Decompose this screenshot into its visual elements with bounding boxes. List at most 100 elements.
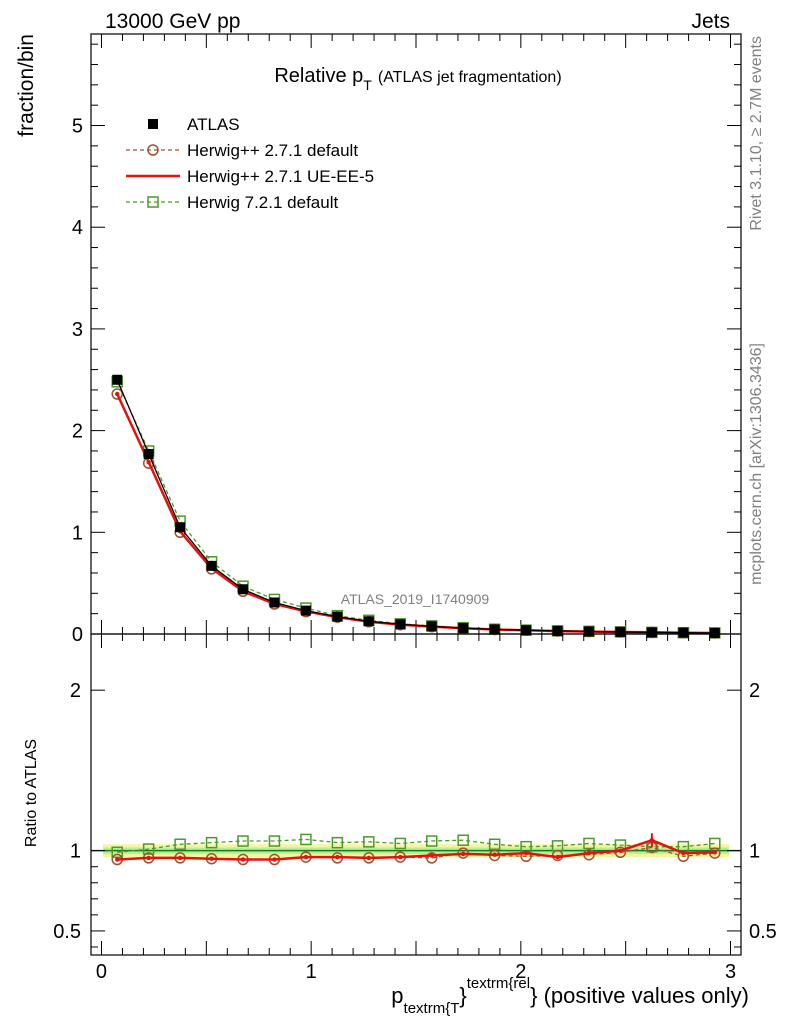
ratio-herwig7-point bbox=[488, 838, 501, 851]
legend-marker-3 bbox=[147, 196, 159, 208]
ratio-herwigpp-ueee5-point bbox=[272, 857, 277, 862]
main-atlas-point bbox=[300, 605, 311, 616]
ratio-herwigpp-ueee5-point bbox=[335, 854, 340, 860]
xlabel: ptextrm{T}textrm{rel} (positive values o… bbox=[391, 975, 749, 1017]
main-ytick-label: 0 bbox=[72, 624, 83, 646]
ratio-herwig7-point bbox=[583, 837, 595, 850]
main-atlas-point bbox=[615, 626, 626, 637]
main-atlas-point bbox=[395, 619, 406, 630]
ratio-herwig7-point bbox=[331, 836, 344, 849]
chart-title: Relative pT (ATLAS jet fragmentation) bbox=[274, 65, 561, 93]
ratio-frame bbox=[90, 633, 742, 956]
main-atlas-point bbox=[489, 624, 500, 635]
ratio-herwig7-point bbox=[174, 838, 186, 851]
ratio-herwigpp-ueee5-point bbox=[398, 854, 403, 860]
ratio-herwigpp-ueee5-point bbox=[240, 857, 246, 862]
legend-label-1: Herwig++ 2.7.1 default bbox=[187, 141, 358, 160]
ratio-herwigpp-ueee5-point bbox=[492, 852, 497, 857]
rivet-version-text: Rivet 3.1.10, ≥ 2.7M events bbox=[748, 36, 765, 231]
ratio-herwig7-point bbox=[111, 846, 123, 859]
ratio-herwigpp-ueee5-line bbox=[117, 838, 715, 861]
ratio-herwig7-point bbox=[457, 834, 469, 846]
main-atlas-point bbox=[678, 627, 689, 638]
xlabel-close: } bbox=[459, 983, 466, 1008]
header-right: Jets bbox=[691, 10, 730, 33]
title-paren: (ATLAS jet fragmentation) bbox=[378, 69, 562, 86]
main-herwigpp-default-point bbox=[111, 388, 123, 400]
main-atlas-point bbox=[332, 611, 343, 622]
xtick-label: 3 bbox=[725, 961, 736, 983]
main-panel: 0 1 2 3 4 5 bbox=[72, 33, 742, 646]
ratio-herwigpp-ueee5-point bbox=[177, 855, 183, 861]
main-atlas-point bbox=[363, 616, 374, 627]
main-atlas-point bbox=[175, 522, 186, 533]
xtick-label: 2 bbox=[515, 961, 526, 983]
main-ytick-label: 4 bbox=[72, 217, 83, 239]
title-sub: T bbox=[363, 77, 372, 93]
main-atlas-point bbox=[458, 623, 469, 634]
ratio-herwigpp-ueee5-point bbox=[146, 855, 151, 861]
ratio-herwigpp-ueee5-point bbox=[586, 850, 592, 856]
ratio-herwig7-point bbox=[142, 843, 155, 855]
ratio-herwig7-point bbox=[268, 835, 281, 847]
main-atlas-point bbox=[521, 625, 532, 636]
ratio-herwigpp-ueee5-point bbox=[618, 848, 623, 853]
main-atlas-point bbox=[426, 621, 437, 632]
title-main: Relative p bbox=[274, 65, 363, 87]
ratio-herwig7-point bbox=[205, 836, 218, 849]
ratio-herwigpp-default-point bbox=[425, 852, 438, 864]
xtick-label: 0 bbox=[96, 961, 107, 983]
ratio-herwigpp-ueee5-point bbox=[429, 853, 434, 858]
legend-marker-0 bbox=[148, 119, 158, 129]
main-atlas-point bbox=[552, 625, 563, 636]
xlabel-main: p bbox=[391, 983, 403, 1008]
main-atlas-point bbox=[112, 374, 123, 385]
ratio-herwig7-point bbox=[237, 835, 249, 847]
ratio-herwigpp-ueee5-point bbox=[681, 850, 686, 856]
ratio-herwigpp-ueee5-point bbox=[523, 850, 529, 856]
xtick-label: 1 bbox=[306, 961, 317, 983]
main-atlas-point bbox=[238, 584, 249, 595]
main-atlas-point bbox=[646, 627, 657, 638]
ratio-ytick-label-right: 2 bbox=[749, 680, 760, 702]
analysis-watermark: ATLAS_2019_I1740909 bbox=[341, 591, 490, 607]
legend-label-3: Herwig 7.2.1 default bbox=[187, 193, 338, 212]
main-herwigpp-ueee5-point bbox=[115, 391, 120, 397]
xlabel-tail: } (positive values only) bbox=[530, 983, 749, 1008]
ratio-ytick-label-left: 0.5 bbox=[53, 921, 81, 943]
legend-label-2: Herwig++ 2.7.1 UE-EE-5 bbox=[187, 167, 374, 186]
ratio-herwig7-point bbox=[425, 835, 438, 847]
main-herwigpp-ueee5-point bbox=[146, 459, 151, 465]
ratio-herwig7-point bbox=[300, 833, 312, 846]
ratio-herwigpp-ueee5-point bbox=[366, 855, 372, 861]
ratio-herwigpp-ueee5-point bbox=[460, 851, 466, 857]
main-ylabel: fraction/bin bbox=[15, 34, 38, 137]
main-atlas-point bbox=[143, 449, 154, 459]
ratio-ytick-label-left: 1 bbox=[70, 841, 81, 863]
main-atlas-line bbox=[116, 379, 715, 634]
xlabel-sub: textrm{T bbox=[404, 1000, 460, 1017]
legend-label-0: ATLAS bbox=[187, 115, 240, 134]
main-ytick-label: 1 bbox=[72, 522, 83, 544]
main-atlas-point bbox=[206, 560, 217, 571]
main-ytick-label: 3 bbox=[72, 319, 83, 341]
main-atlas-point bbox=[709, 627, 720, 638]
xlabel-sup: textrm{rel bbox=[467, 975, 530, 992]
ratio-ytick-label-left: 2 bbox=[70, 680, 81, 702]
ratio-ylabel: Ratio to ATLAS bbox=[23, 739, 40, 847]
ratio-ytick-label-right: 0.5 bbox=[749, 921, 777, 943]
main-ytick-label: 2 bbox=[72, 421, 83, 443]
ratio-herwigpp-ueee5-point bbox=[712, 850, 717, 855]
ratio-herwig7-point bbox=[363, 836, 375, 848]
mcplots-text: mcplots.cern.ch [arXiv:1306.3436] bbox=[748, 343, 765, 585]
main-atlas-point bbox=[583, 626, 594, 637]
header-left: 13000 GeV pp bbox=[105, 10, 240, 33]
main-atlas-point bbox=[269, 597, 280, 608]
legend: ATLAS Herwig++ 2.7.1 default Herwig++ 2.7.… bbox=[126, 115, 374, 212]
ratio-herwigpp-ueee5-point bbox=[303, 854, 309, 860]
ratio-herwig7-point bbox=[394, 837, 407, 850]
main-ytick-label: 5 bbox=[72, 116, 83, 138]
ratio-herwigpp-ueee5-point bbox=[115, 857, 120, 862]
ratio-herwigpp-ueee5-point bbox=[209, 856, 214, 861]
